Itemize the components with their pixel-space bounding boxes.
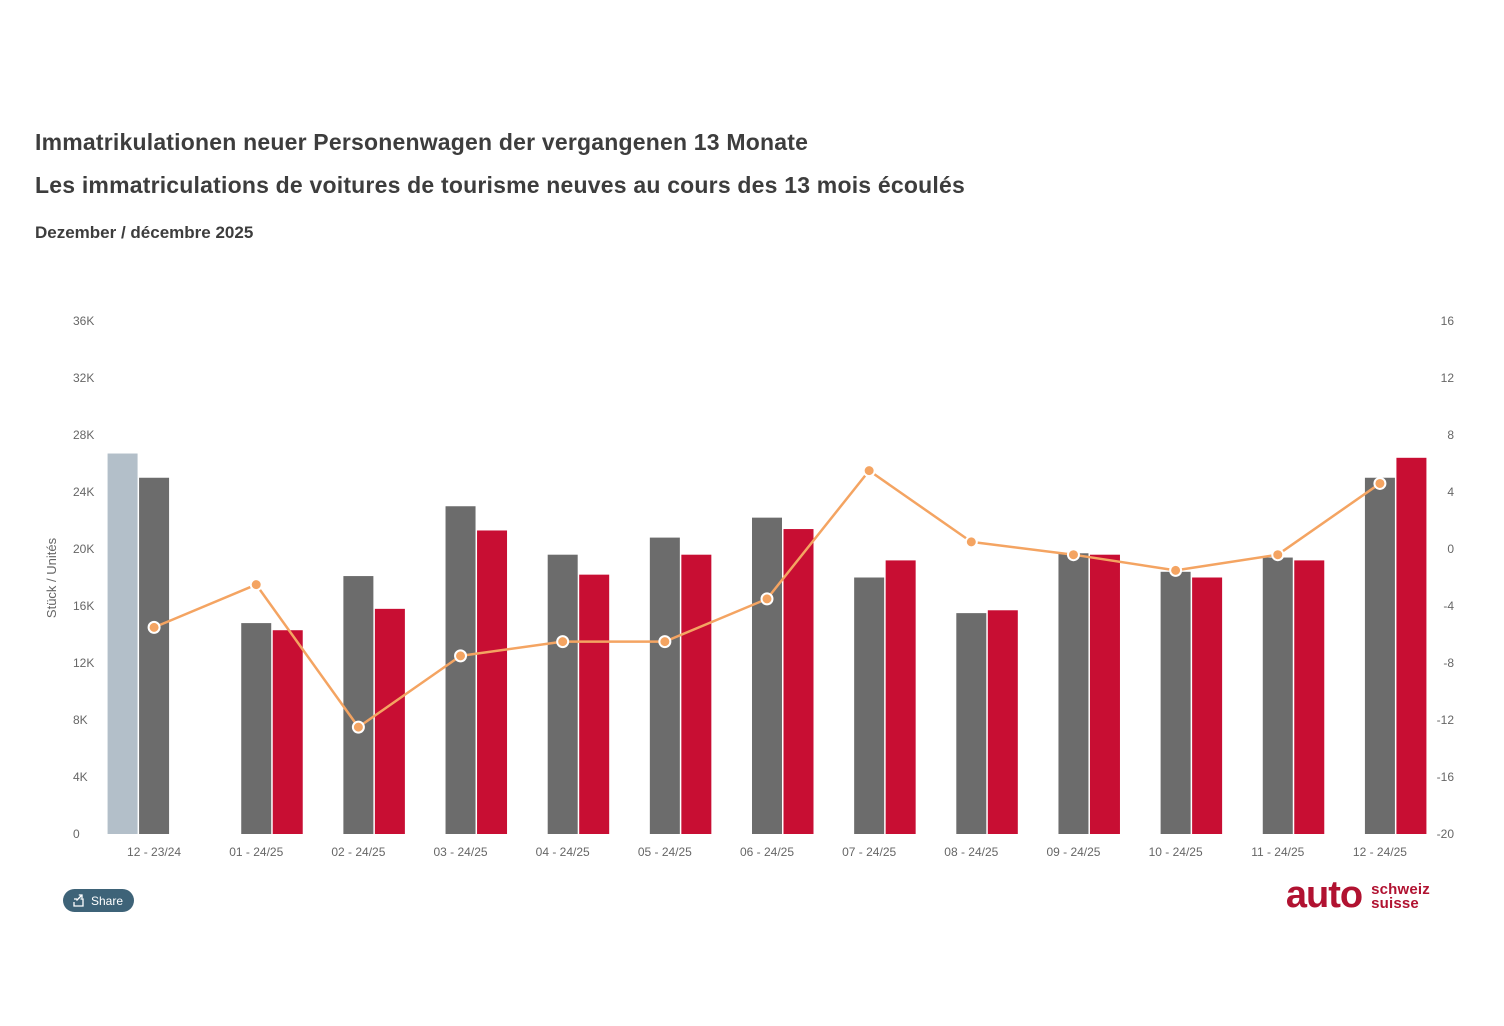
bar-column-red [681,554,712,834]
y-axis-left-tick: 32K [73,371,94,385]
bar-column-darkgray [752,517,782,834]
bar-column-darkgray [1262,557,1293,834]
x-axis-category-label: 08 - 24/25 [944,845,998,859]
bar-column-red [579,574,610,834]
y-axis-right-tick: 4 [1447,485,1454,499]
y-axis-left-tick: 24K [73,485,94,499]
line-marker [147,620,161,634]
y-axis-right-tick: -8 [1443,656,1454,670]
bar-column-red [272,630,303,834]
line-marker [1373,476,1387,490]
y-axis-left-tick: 16K [73,599,94,613]
y-axis-right-tick: -20 [1437,827,1455,841]
x-axis-category-label: 11 - 24/25 [1251,845,1304,859]
bar-column-darkgray [649,537,680,834]
y-axis-right-tick: 8 [1447,428,1454,442]
share-icon [72,894,85,907]
line-marker [1271,548,1285,562]
line-marker [454,649,468,663]
bar-column-red [1192,577,1223,834]
chart-title-de: Immatrikulationen neuer Personenwagen de… [35,129,809,155]
x-axis-category-label: 05 - 24/25 [638,845,692,859]
brand-logo-line1: schweiz [1371,881,1430,898]
x-axis-category-label: 01 - 24/25 [229,845,283,859]
bar-column-red [1089,554,1120,834]
y-axis-right-tick: 16 [1441,314,1455,328]
line-marker [964,535,978,549]
x-axis-category-label: 03 - 24/25 [434,845,488,859]
x-axis-category-label: 07 - 24/25 [842,845,896,859]
x-axis-category-label: 06 - 24/25 [740,845,794,859]
line-marker [760,592,774,606]
line-marker [556,635,570,649]
y-axis-left-tick: 28K [73,428,94,442]
y-axis-right-tick: -4 [1443,599,1454,613]
line-marker [249,578,263,592]
bar-column-red [374,608,405,834]
line-marker [351,720,365,734]
y-axis-right-tick: -12 [1437,713,1455,727]
y-axis-right-tick: 0 [1447,542,1454,556]
x-axis-category-label: 02 - 24/25 [331,845,385,859]
brand-logo-word: auto [1285,874,1363,916]
chart-subtitle: Dezember / décembre 2025 [35,223,254,242]
x-axis-category-label: 04 - 24/25 [536,845,590,859]
y-axis-left-tick: 0 [73,827,80,841]
brand-logo-line2: suisse [1371,895,1419,912]
y-axis-left-tick: 36K [73,314,94,328]
bar-column-lightgray [107,453,138,834]
x-axis-category-label: 12 - 24/25 [1353,845,1407,859]
chart-title-fr: Les immatriculations de voitures de tour… [35,172,965,198]
share-button-label: Share [91,893,124,908]
bar-column-red [1396,457,1427,834]
bar-column-darkgray [854,577,885,834]
bar-column-red [477,530,508,834]
bar-column-darkgray [547,554,578,834]
brand-logo: auto schweiz suisse [1286,876,1430,914]
bar-column-darkgray [139,477,170,834]
line-marker [1066,548,1080,562]
bar-column-darkgray [1160,571,1191,834]
line-marker [862,464,876,478]
x-axis-category-label: 10 - 24/25 [1149,845,1203,859]
y-axis-right-tick: -16 [1437,770,1455,784]
bar-column-darkgray [956,613,987,834]
bar-column-darkgray [241,623,272,834]
x-axis-category-label: 09 - 24/25 [1046,845,1100,859]
y-axis-right-tick: 12 [1441,371,1455,385]
y-axis-left-tick: 8K [73,713,88,727]
y-axis-left-tick: 12K [73,656,94,670]
bar-column-red [885,560,916,834]
bar-column-darkgray [1364,477,1395,834]
bar-column-darkgray [1058,553,1089,834]
line-marker [658,635,672,649]
y-axis-left-tick: 4K [73,770,88,784]
brand-logo-country: schweiz suisse [1371,879,1430,911]
line-marker [1169,563,1183,577]
y-axis-left-title: Stück / Unités [44,537,59,618]
share-button[interactable]: Share [63,889,135,912]
bar-column-darkgray [445,506,476,834]
y-axis-left-tick: 20K [73,542,94,556]
bar-column-darkgray [343,576,374,834]
bar-column-red [987,610,1018,834]
x-axis-category-label: 12 - 23/24 [127,845,181,859]
bar-column-red [1294,560,1325,834]
bar-column-red [783,529,814,834]
